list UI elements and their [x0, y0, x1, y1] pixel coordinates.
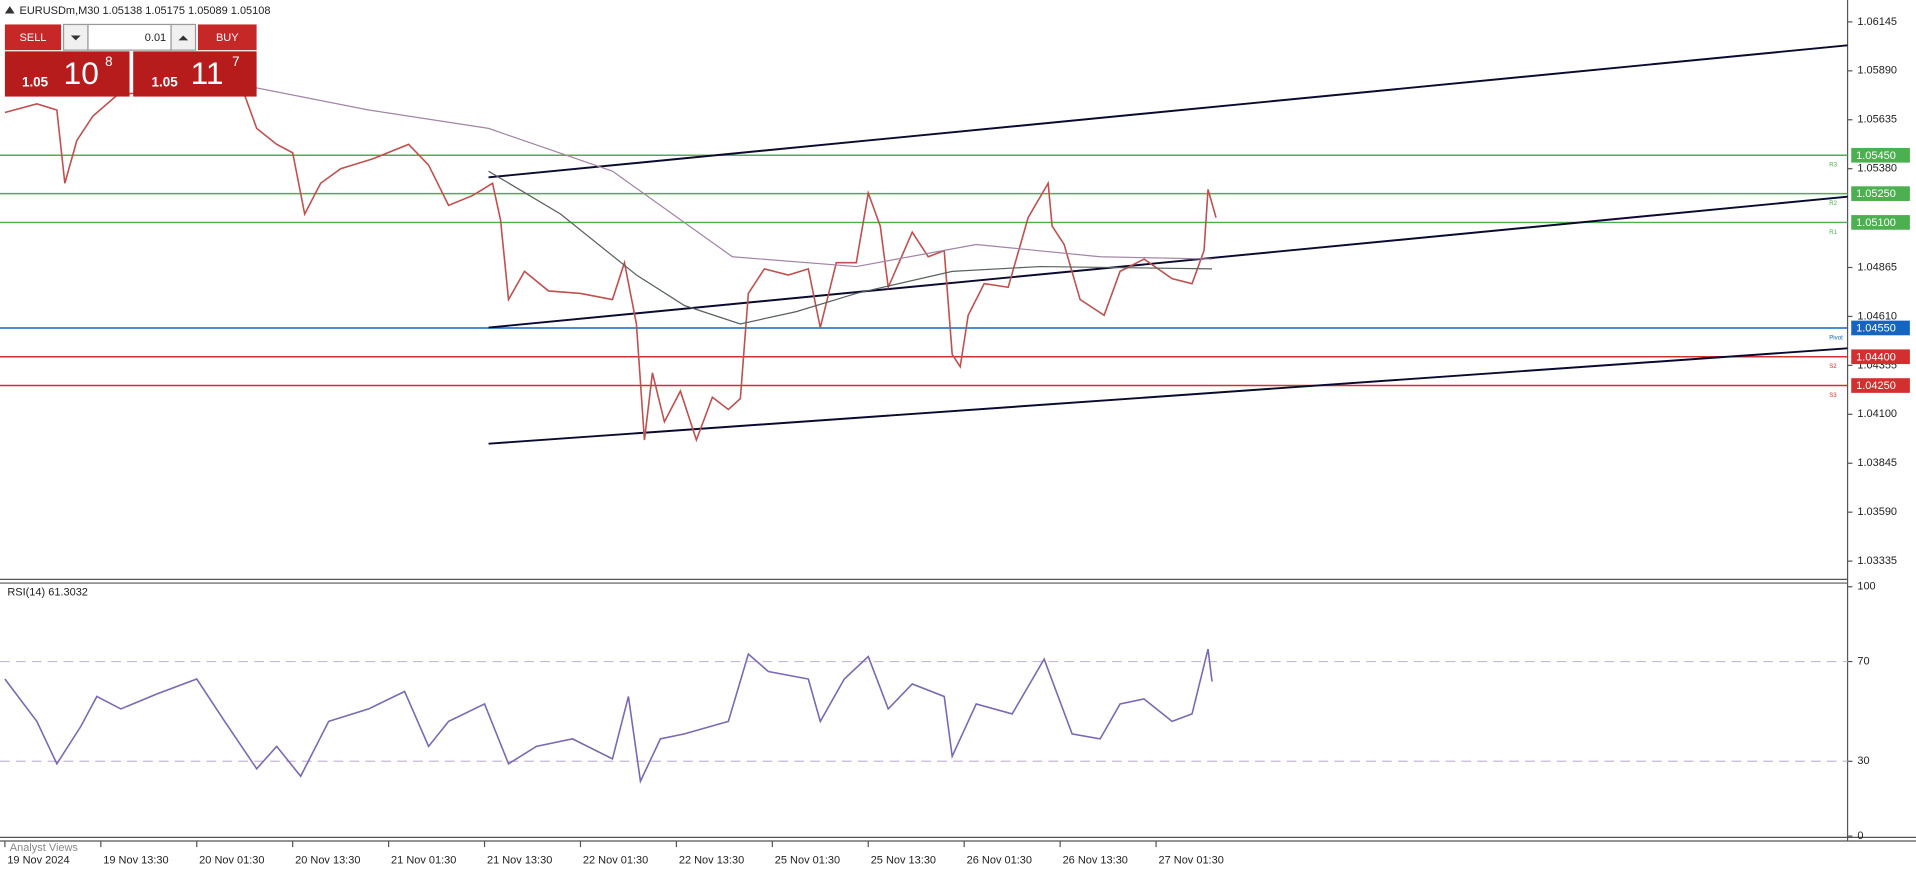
x-tick-label: 22 Nov 01:30 — [583, 854, 648, 866]
y-tick-label: 1.06145 — [1857, 16, 1897, 28]
x-tick-label: 26 Nov 13:30 — [1063, 854, 1128, 866]
x-tick-label: 21 Nov 01:30 — [391, 854, 456, 866]
x-tick-label: 19 Nov 13:30 — [103, 854, 168, 866]
y-tick-label: 30 — [1857, 755, 1869, 767]
buy-button[interactable] — [197, 24, 257, 51]
symbol-header: EURUSDm,M30 1.05138 1.05175 1.05089 1.05… — [20, 5, 271, 17]
level-label-box — [1851, 147, 1910, 163]
sell-price-main: 10 — [64, 55, 99, 91]
y-tick-label: 1.03845 — [1857, 457, 1897, 469]
level-name: S3 — [1829, 392, 1837, 399]
level-name: Pivot — [1829, 334, 1843, 341]
sell-price-small: 8 — [105, 54, 112, 69]
y-tick-label: 1.05635 — [1857, 114, 1897, 126]
volume-up[interactable] — [170, 23, 197, 51]
x-tick-label: 25 Nov 13:30 — [871, 854, 936, 866]
level-name: S2 — [1829, 363, 1837, 370]
y-tick-label: 1.04610 — [1857, 310, 1897, 322]
buy-price-big: 1.05 — [152, 75, 179, 90]
tab[interactable]: Analyst Views — [10, 842, 79, 854]
symbol-icon — [4, 6, 15, 14]
trend-line — [488, 347, 1848, 445]
y-tick-label: 100 — [1857, 581, 1875, 593]
level-label: 1.05100 — [1856, 217, 1896, 229]
buy-price-main: 11 — [191, 55, 224, 91]
price-line — [4, 648, 1213, 784]
volume-value: 0.01 — [145, 32, 166, 44]
level-name: R2 — [1829, 200, 1837, 207]
x-tick-label: 26 Nov 01:30 — [967, 854, 1032, 866]
x-tick-label: 27 Nov 01:30 — [1159, 854, 1224, 866]
buy-price-box[interactable] — [133, 51, 257, 97]
level-label-box — [1851, 215, 1910, 230]
y-tick-label: 1.04100 — [1857, 408, 1897, 420]
x-tick-label: 20 Nov 13:30 — [295, 854, 360, 866]
indicator-title: RSI(14) 61.3032 — [7, 587, 88, 599]
volume-input[interactable] — [87, 23, 172, 51]
level-label-box — [1851, 186, 1910, 201]
y-tick-label: 1.05890 — [1857, 65, 1897, 77]
y-tick-label: 70 — [1857, 655, 1869, 667]
x-tick-label: 20 Nov 01:30 — [199, 854, 264, 866]
series-line — [488, 170, 1213, 325]
trend-line — [488, 44, 1848, 179]
y-tick-label: 1.03335 — [1857, 555, 1897, 567]
sell-price-box[interactable] — [4, 51, 130, 97]
x-tick-label: 21 Nov 13:30 — [487, 854, 552, 866]
level-name: R3 — [1829, 162, 1837, 169]
y-tick-label: 1.03590 — [1857, 506, 1897, 518]
level-label: 1.04400 — [1856, 351, 1896, 363]
level-label: 1.04550 — [1856, 322, 1896, 334]
level-label: 1.04250 — [1856, 380, 1896, 392]
x-tick-label: 22 Nov 13:30 — [679, 854, 744, 866]
arrow-down — [70, 35, 81, 41]
sell-button[interactable] — [4, 24, 62, 51]
y-tick-label: 0 — [1857, 830, 1863, 842]
trend-line — [488, 195, 1848, 329]
buy-price-small: 7 — [232, 54, 239, 69]
sell-price-big: 1.05 — [22, 75, 49, 90]
price-line — [4, 87, 1217, 443]
level-label: 1.05450 — [1856, 150, 1896, 162]
x-tick-label: 25 Nov 01:30 — [775, 854, 840, 866]
arrow-up — [178, 35, 189, 41]
level-name: R1 — [1829, 229, 1837, 236]
x-tick-label: 19 Nov 2024 — [7, 854, 69, 866]
sell-label: SELL — [20, 32, 47, 44]
level-label-box — [1851, 378, 1910, 393]
y-tick-label: 1.05380 — [1857, 163, 1897, 175]
level-label-box — [1851, 320, 1910, 336]
buy-label: BUY — [216, 32, 239, 44]
level-label: 1.05250 — [1856, 188, 1896, 200]
level-label-box — [1851, 349, 1910, 365]
trade-panel: SELL 0.01 BUY 1.05 10 8 1.05 11 7 — [4, 23, 257, 97]
y-tick-label: 1.04865 — [1857, 261, 1897, 273]
series-line — [244, 85, 1213, 268]
